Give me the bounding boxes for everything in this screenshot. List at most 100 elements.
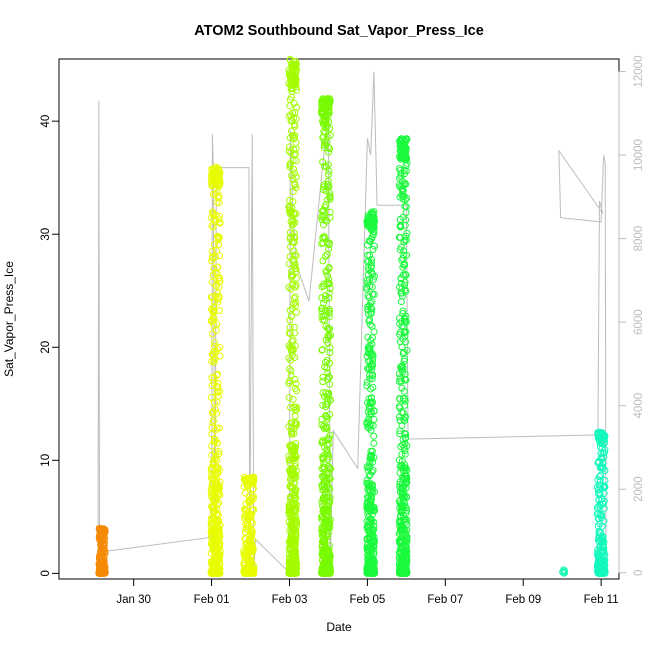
data-point <box>211 568 219 576</box>
data-point <box>285 452 293 460</box>
data-point <box>214 483 222 491</box>
data-point <box>399 476 407 484</box>
data-point <box>291 512 299 520</box>
data-point <box>324 180 332 188</box>
data-point <box>369 231 377 239</box>
y-right-tick-label: 10000 <box>633 139 645 171</box>
data-point <box>600 497 608 505</box>
data-point <box>399 395 407 402</box>
data-point <box>399 467 407 475</box>
data-point <box>364 365 372 373</box>
data-point <box>600 453 608 461</box>
data-point <box>325 294 333 302</box>
data-point <box>318 498 326 506</box>
data-point <box>288 271 296 279</box>
data-point <box>323 506 331 514</box>
data-point <box>365 349 373 357</box>
data-point <box>318 307 326 315</box>
data-point <box>99 545 107 553</box>
data-point <box>208 247 216 255</box>
data-point <box>210 264 218 272</box>
data-point <box>287 233 295 241</box>
data-point <box>597 560 605 568</box>
data-point <box>324 557 331 565</box>
data-point <box>399 213 407 221</box>
data-point <box>323 102 331 110</box>
data-point <box>214 379 222 387</box>
y-left-tick-label: 40 <box>40 115 52 128</box>
data-point <box>215 450 223 458</box>
data-point <box>287 404 294 411</box>
data-point <box>210 307 218 315</box>
points-layer <box>95 55 609 577</box>
data-point <box>208 442 216 450</box>
data-point <box>289 395 297 403</box>
data-point <box>401 464 409 472</box>
data-point <box>367 426 375 434</box>
data-point <box>400 348 408 356</box>
data-point <box>323 138 331 146</box>
data-point <box>288 545 296 553</box>
data-point <box>246 531 254 539</box>
data-point <box>368 322 376 330</box>
data-point <box>288 535 296 543</box>
data-point <box>210 495 218 503</box>
data-point <box>324 392 332 400</box>
data-point <box>326 475 334 483</box>
data-point <box>318 304 326 312</box>
data-point <box>400 357 408 365</box>
data-point <box>395 378 403 385</box>
data-point <box>211 339 218 346</box>
data-point <box>403 567 411 575</box>
data-point <box>207 549 215 557</box>
data-point <box>214 524 222 532</box>
data-point <box>209 408 217 416</box>
data-point <box>368 305 376 313</box>
data-point <box>213 457 221 464</box>
data-point <box>287 243 294 251</box>
data-point <box>319 98 326 106</box>
data-point <box>292 267 300 275</box>
data-point <box>211 491 219 499</box>
data-point <box>370 432 378 440</box>
data-point <box>398 135 406 143</box>
data-point <box>288 87 296 95</box>
data-point <box>99 526 107 534</box>
data-point <box>242 549 250 557</box>
data-point <box>213 424 221 432</box>
data-point <box>248 527 256 535</box>
data-point <box>212 497 220 505</box>
data-point <box>288 221 296 229</box>
data-point <box>291 63 298 71</box>
data-point <box>208 451 216 459</box>
data-point <box>287 429 295 436</box>
data-point <box>289 67 297 75</box>
data-point <box>398 553 406 561</box>
data-point <box>399 569 407 577</box>
data-point <box>594 428 602 436</box>
data-point <box>242 506 250 514</box>
data-point <box>322 400 330 408</box>
data-point <box>290 403 298 411</box>
y-right-tick-label: 8000 <box>633 226 645 252</box>
data-point <box>216 219 224 227</box>
data-point <box>366 562 374 570</box>
y-axis-label: Sat_Vapor_Press_Ice <box>2 261 16 377</box>
data-point <box>208 521 216 529</box>
data-point <box>368 308 376 316</box>
data-point <box>401 450 409 458</box>
data-point <box>212 326 220 334</box>
data-point <box>320 451 328 459</box>
data-point <box>399 187 407 195</box>
data-point <box>396 246 404 254</box>
data-point <box>213 547 221 555</box>
data-point <box>249 478 257 486</box>
data-point <box>213 370 221 378</box>
data-point <box>245 514 253 522</box>
data-point <box>598 538 606 546</box>
data-point <box>243 481 251 489</box>
data-point <box>402 209 410 216</box>
data-point <box>370 439 378 447</box>
data-point <box>244 563 252 571</box>
